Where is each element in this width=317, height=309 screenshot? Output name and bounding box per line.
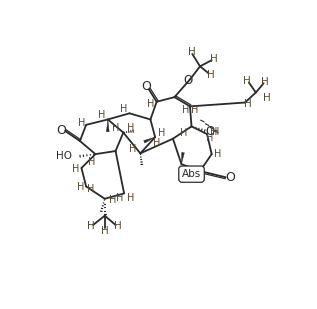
Text: O: O <box>184 74 193 87</box>
Text: H: H <box>129 145 136 154</box>
Text: H: H <box>212 127 219 137</box>
Text: H: H <box>88 157 95 167</box>
Polygon shape <box>181 152 184 164</box>
Text: H: H <box>87 184 94 194</box>
Text: O: O <box>225 171 235 184</box>
Text: H: H <box>87 221 95 231</box>
Text: H: H <box>101 226 109 236</box>
Text: H: H <box>207 70 215 80</box>
Text: HO: HO <box>56 151 72 161</box>
Text: H: H <box>263 93 271 103</box>
Text: H: H <box>214 149 222 159</box>
Text: H: H <box>153 138 160 148</box>
Text: H: H <box>127 123 135 133</box>
Text: H: H <box>114 221 122 231</box>
Text: H: H <box>98 110 105 120</box>
Text: H: H <box>244 99 252 109</box>
Text: H: H <box>109 195 116 205</box>
Text: H: H <box>120 104 127 114</box>
Text: H: H <box>210 54 218 64</box>
Text: H: H <box>112 123 119 133</box>
Text: H: H <box>206 133 214 143</box>
Text: H: H <box>181 169 188 179</box>
Text: H: H <box>158 128 165 138</box>
Text: H: H <box>78 117 85 128</box>
Text: H: H <box>116 193 123 203</box>
Text: H: H <box>147 99 154 109</box>
Text: H: H <box>189 170 196 180</box>
Text: H: H <box>180 128 187 138</box>
Text: O: O <box>205 125 215 138</box>
Polygon shape <box>144 137 155 143</box>
Text: H: H <box>126 193 134 203</box>
Text: H: H <box>188 48 195 57</box>
Polygon shape <box>107 120 109 132</box>
Text: H: H <box>77 182 84 192</box>
Text: H: H <box>72 164 79 174</box>
Text: H: H <box>182 105 189 115</box>
Text: H: H <box>261 77 269 87</box>
Text: H: H <box>243 76 251 86</box>
Text: O: O <box>141 80 151 93</box>
Text: H: H <box>210 127 217 137</box>
Text: H: H <box>191 105 198 115</box>
Text: O: O <box>56 124 66 137</box>
Text: Abs: Abs <box>182 169 201 179</box>
